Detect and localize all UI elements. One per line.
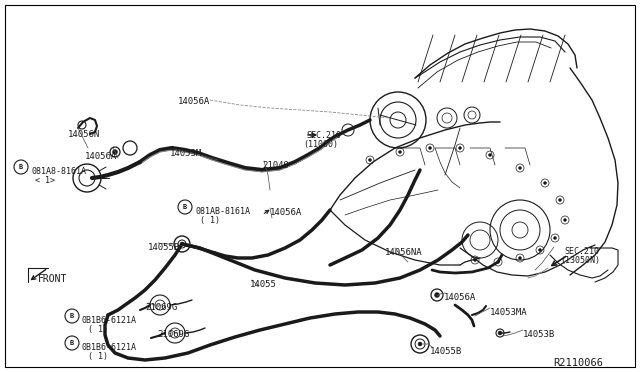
Text: ( 1): ( 1) xyxy=(200,216,220,225)
Circle shape xyxy=(399,151,401,154)
Text: SEC.210: SEC.210 xyxy=(564,247,599,256)
Text: B: B xyxy=(70,313,74,319)
Circle shape xyxy=(518,167,522,170)
Circle shape xyxy=(458,147,461,150)
Text: 14055: 14055 xyxy=(250,280,277,289)
Text: < 1>: < 1> xyxy=(35,176,55,185)
Text: SEC.210: SEC.210 xyxy=(306,131,341,140)
Text: 14056NA: 14056NA xyxy=(385,248,422,257)
Text: 14055B: 14055B xyxy=(430,347,462,356)
Circle shape xyxy=(538,248,541,251)
Circle shape xyxy=(488,154,492,157)
Text: FRONT: FRONT xyxy=(38,274,67,284)
Circle shape xyxy=(559,199,561,202)
Text: B: B xyxy=(183,204,187,210)
Text: (13050N): (13050N) xyxy=(560,256,600,265)
Text: (11060): (11060) xyxy=(303,140,338,149)
Circle shape xyxy=(563,218,566,221)
Circle shape xyxy=(113,150,118,154)
Circle shape xyxy=(429,147,431,150)
Circle shape xyxy=(498,331,502,335)
Text: B: B xyxy=(70,340,74,346)
Text: 14056A: 14056A xyxy=(444,293,476,302)
Text: 14053MA: 14053MA xyxy=(490,308,527,317)
Text: 081AB-8161A: 081AB-8161A xyxy=(196,207,251,216)
Text: 0B1B6-6121A: 0B1B6-6121A xyxy=(82,316,137,325)
Circle shape xyxy=(435,292,440,298)
Text: 14056N: 14056N xyxy=(68,130,100,139)
Text: 21069G: 21069G xyxy=(145,303,177,312)
Text: B: B xyxy=(19,164,23,170)
Text: ( 1): ( 1) xyxy=(88,325,108,334)
Circle shape xyxy=(554,237,557,240)
Text: 21049: 21049 xyxy=(262,161,289,170)
Text: 14053B: 14053B xyxy=(523,330,556,339)
Circle shape xyxy=(543,182,547,185)
Circle shape xyxy=(474,259,477,262)
Text: 14053M: 14053M xyxy=(170,149,202,158)
Text: 0B1B6-6121A: 0B1B6-6121A xyxy=(82,343,137,352)
Text: 14055B: 14055B xyxy=(148,243,180,252)
Circle shape xyxy=(518,257,522,260)
Circle shape xyxy=(418,342,422,346)
Text: ( 1): ( 1) xyxy=(88,352,108,361)
Text: 21069G: 21069G xyxy=(157,330,189,339)
Text: 14056A: 14056A xyxy=(178,97,211,106)
Text: 14056A: 14056A xyxy=(85,152,117,161)
Text: R2110066: R2110066 xyxy=(553,358,603,368)
Text: 081A8-8161A: 081A8-8161A xyxy=(31,167,86,176)
Circle shape xyxy=(369,158,371,161)
Circle shape xyxy=(497,260,499,263)
Circle shape xyxy=(180,242,184,246)
Text: 14056A: 14056A xyxy=(270,208,302,217)
